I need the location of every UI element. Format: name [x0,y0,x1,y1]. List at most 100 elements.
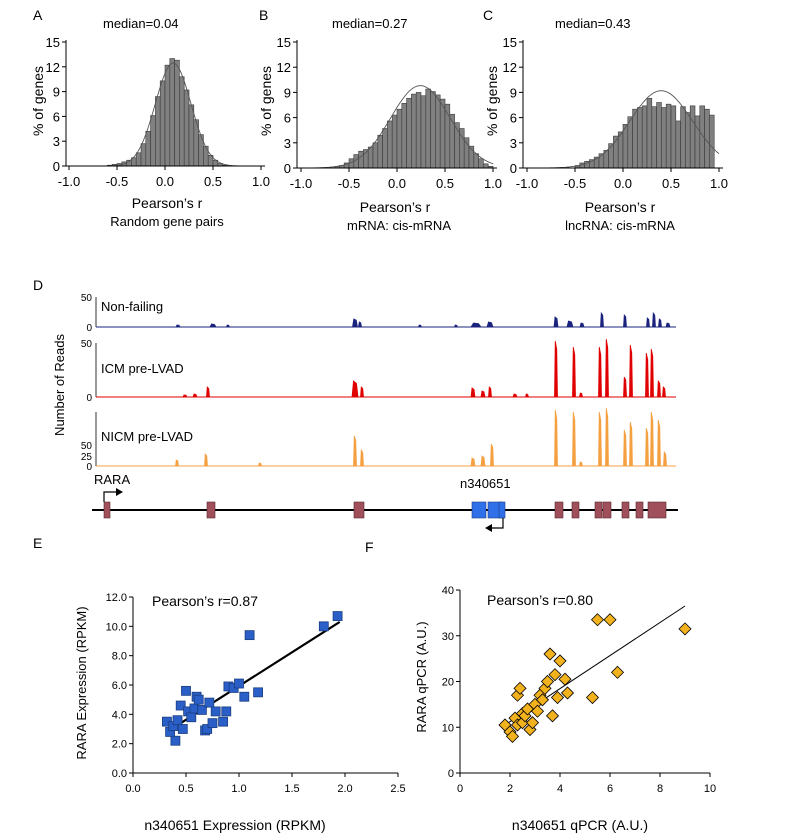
hist-c-axes: 0 3 6 9 12 15 -1.0 -0.5 0.0 0.5 1.0 [503,35,729,191]
histogram-bar [608,143,614,169]
data-point [553,654,567,668]
panel-label-c: C [483,7,493,23]
x-tick-label: -1.0 [290,176,312,191]
histogram-bar [396,108,403,169]
histogram-bar [140,143,147,167]
x-tick-label: -0.5 [338,176,360,191]
y-tick-label: 3 [284,136,291,151]
coverage-peak [600,311,604,328]
coverage-peak [598,411,602,467]
track-label-nonfailing: Non-failing [101,299,163,314]
data-point [196,705,207,715]
data-point [204,697,215,708]
x-tick-label: 1.0 [484,176,502,191]
coverage-ylabel: Number of Reads [52,334,67,436]
hist-b-ylabel: % of genes [258,66,274,136]
data-point [210,706,221,717]
scatter-e-ylabel: RARA Expression (RPKM) [74,606,89,759]
x-tick-label: 0 [457,783,463,795]
coverage-peak [524,393,530,398]
histogram-bar [473,153,479,169]
track-tick-label: 50 [81,293,93,304]
data-point [560,686,575,700]
hist-b-axes: 0 3 6 9 12 15 -1.0 -0.5 0.0 0.5 1.0 [277,35,503,191]
x-tick-label: 8 [657,783,663,795]
rara-exon [103,501,111,519]
hist-a-median: median=0.04 [103,16,179,31]
x-tick-label: 1.0 [231,783,246,795]
histogram-bar [651,106,657,169]
data-point [678,622,692,636]
y-tick-label: 2.0 [112,739,127,751]
coverage-peak [553,316,559,328]
scatter-f-annotation: Pearson’s r=0.80 [487,592,593,608]
y-tick-label: 0 [284,161,291,176]
y-tick-label: 6 [510,111,517,126]
y-tick-label: 15 [46,35,60,50]
coverage-peak [480,390,486,398]
histogram-bar [425,88,431,169]
scatter-f-xlabel: n340651 qPCR (A.U.) [512,817,648,833]
y-tick-label: 0.0 [112,768,127,780]
data-point [550,690,565,705]
y-tick-label: 15 [277,35,291,50]
y-tick-label: 0 [53,159,60,174]
y-tick-label: 20 [442,677,454,689]
y-tick-label: 3 [510,136,517,151]
x-tick-label: 0.0 [388,176,406,191]
hist-a-xlabel: Pearson’s r [132,195,203,211]
rara-exon [602,501,612,519]
data-point [505,729,520,743]
data-point [535,693,550,707]
histogram-bar [372,142,379,169]
data-point [218,716,229,727]
histogram-bar [382,128,388,169]
coverage-peak [623,376,627,398]
scatter-e-annotation: Pearson’s r=0.87 [152,593,258,609]
y-tick-label: 40 [442,585,454,597]
hist-c-caption: lncRNA: cis-mRNA [565,218,675,233]
data-point [543,647,557,661]
panel-label-a: A [33,7,43,23]
x-tick-label: 1.0 [252,174,270,189]
x-tick-label: 0.5 [436,176,454,191]
y-tick-label: 30 [442,631,454,643]
data-point [545,709,560,723]
coverage-peak [488,386,492,398]
coverage-peak [480,455,486,467]
histogram-bar [680,106,686,169]
histogram-bar [145,130,151,167]
coverage-peak [605,407,609,467]
coverage-peak [663,450,667,467]
y-tick-label: 12 [46,60,60,75]
data-point [513,681,527,695]
coverage-peak [175,324,181,328]
y-tick-label: 4.0 [112,709,127,721]
x-tick-label: 10 [704,783,716,795]
histogram-bar [478,158,484,169]
rara-exon [647,501,667,519]
coverage-peak [554,409,558,467]
coverage-peak [572,346,576,398]
coverage-peak [486,321,494,328]
coverage-peak [572,411,576,467]
y-tick-label: 6 [284,111,291,126]
x-tick-label: 2.0 [337,783,352,795]
coverage-peak [658,318,662,328]
rara-exon [353,501,365,519]
rara-exon [635,501,644,519]
histogram-bar [709,114,715,169]
coverage-peak [623,429,627,467]
data-point [202,724,213,734]
histogram-bar [694,115,701,169]
data-point [207,718,218,729]
y-tick-label: 0 [448,768,454,780]
histogram-bar [155,96,161,167]
histogram-bar [188,104,195,167]
x-tick-label: 0.5 [204,174,222,189]
data-point [170,735,181,746]
hist-c-xlabel: Pearson’s r [585,199,656,215]
data-point [186,712,197,723]
hist-a-caption: Random gene pairs [110,214,224,229]
